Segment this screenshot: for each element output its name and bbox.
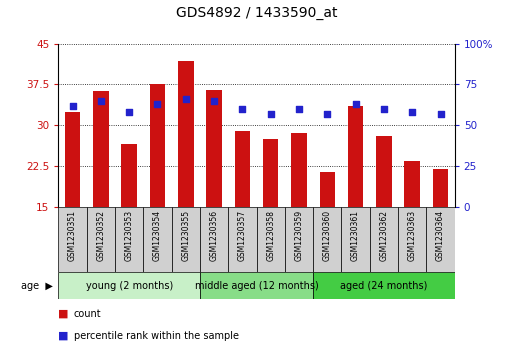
Text: aged (24 months): aged (24 months): [340, 281, 428, 291]
Bar: [228, 207, 257, 272]
Point: [153, 101, 162, 107]
Bar: [433, 169, 448, 207]
Point: [125, 109, 133, 115]
Text: middle aged (12 months): middle aged (12 months): [195, 281, 319, 291]
Text: count: count: [74, 309, 101, 319]
Text: GSM1230359: GSM1230359: [295, 210, 303, 261]
Text: GSM1230360: GSM1230360: [323, 210, 332, 261]
Bar: [65, 111, 80, 207]
Point: [380, 106, 388, 112]
Point: [182, 96, 190, 102]
Text: GSM1230356: GSM1230356: [210, 210, 218, 261]
Text: GSM1230357: GSM1230357: [238, 210, 247, 261]
Bar: [172, 207, 200, 272]
Text: GSM1230364: GSM1230364: [436, 210, 445, 261]
Bar: [313, 207, 341, 272]
Bar: [115, 207, 143, 272]
Point: [238, 106, 246, 112]
Point: [408, 109, 416, 115]
Bar: [291, 133, 307, 207]
Point: [323, 111, 331, 117]
Text: young (2 months): young (2 months): [85, 281, 173, 291]
Text: GSM1230352: GSM1230352: [97, 210, 105, 261]
Bar: [235, 131, 250, 207]
Bar: [263, 139, 278, 207]
Point: [352, 101, 360, 107]
Text: GSM1230362: GSM1230362: [379, 210, 389, 261]
Bar: [93, 91, 109, 207]
Bar: [376, 136, 392, 207]
Point: [267, 111, 275, 117]
Bar: [257, 207, 285, 272]
Bar: [398, 207, 426, 272]
Bar: [121, 144, 137, 207]
Bar: [150, 84, 165, 207]
Text: ■: ■: [58, 309, 69, 319]
Text: GSM1230363: GSM1230363: [408, 210, 417, 261]
Bar: [58, 272, 200, 299]
Text: GSM1230351: GSM1230351: [68, 210, 77, 261]
Text: age  ▶: age ▶: [21, 281, 53, 291]
Point: [97, 98, 105, 103]
Point: [210, 98, 218, 103]
Text: GDS4892 / 1433590_at: GDS4892 / 1433590_at: [176, 6, 337, 20]
Text: GSM1230353: GSM1230353: [124, 210, 134, 261]
Bar: [200, 272, 313, 299]
Text: percentile rank within the sample: percentile rank within the sample: [74, 331, 239, 341]
Bar: [206, 90, 222, 207]
Bar: [320, 171, 335, 207]
Point: [295, 106, 303, 112]
Text: GSM1230354: GSM1230354: [153, 210, 162, 261]
Text: ■: ■: [58, 331, 69, 341]
Point: [436, 111, 444, 117]
Text: GSM1230361: GSM1230361: [351, 210, 360, 261]
Bar: [143, 207, 172, 272]
Bar: [200, 207, 228, 272]
Text: GSM1230358: GSM1230358: [266, 210, 275, 261]
Bar: [178, 61, 194, 207]
Bar: [285, 207, 313, 272]
Bar: [370, 207, 398, 272]
Bar: [58, 207, 87, 272]
Text: GSM1230355: GSM1230355: [181, 210, 190, 261]
Bar: [348, 106, 363, 207]
Bar: [313, 272, 455, 299]
Bar: [341, 207, 370, 272]
Bar: [404, 160, 420, 207]
Bar: [87, 207, 115, 272]
Point: [69, 103, 77, 109]
Bar: [426, 207, 455, 272]
